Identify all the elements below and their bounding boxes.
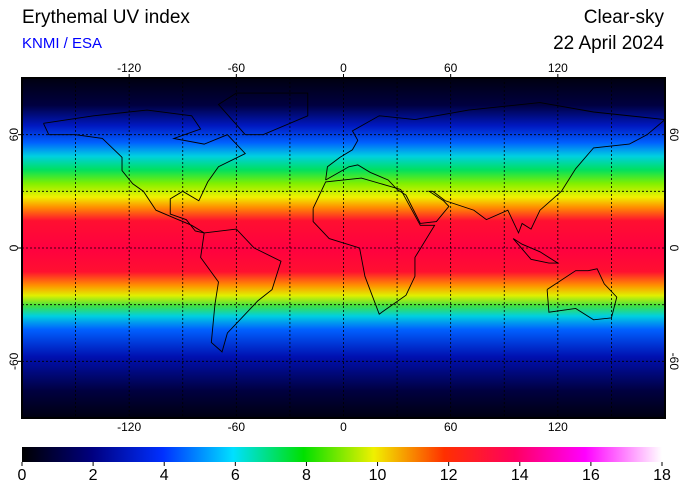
lat-tick-label-left: 0 bbox=[7, 244, 21, 251]
lon-tick-label-top: 0 bbox=[340, 61, 347, 75]
lat-tick-label-left: -60 bbox=[7, 352, 21, 370]
colorbar-tick-label: 0 bbox=[18, 467, 27, 484]
lon-tick-label-top: 60 bbox=[444, 61, 458, 75]
lat-tick-label-right: 0 bbox=[667, 245, 681, 252]
lon-tick-label-bottom: -60 bbox=[228, 420, 246, 434]
coastline bbox=[546, 268, 618, 321]
coastline bbox=[312, 177, 436, 315]
colorbar-tick-label: 10 bbox=[369, 467, 387, 484]
colorbar-tick-label: 8 bbox=[302, 467, 311, 484]
colorbar-tick-label: 16 bbox=[582, 467, 600, 484]
colorbar-tick-label: 12 bbox=[440, 467, 458, 484]
source: KNMI / ESA bbox=[22, 35, 102, 52]
lon-tick-label-bottom: 120 bbox=[548, 420, 568, 434]
colorbar-tick-label: 18 bbox=[653, 467, 671, 484]
lat-tick-label-right: -60 bbox=[667, 353, 681, 371]
lon-tick-label-top: 120 bbox=[548, 61, 568, 75]
lat-tick-label-left: 60 bbox=[7, 128, 21, 142]
colorbar-tick-label: 6 bbox=[231, 467, 240, 484]
date: 22 April 2024 bbox=[553, 33, 664, 54]
lon-tick-label-top: -120 bbox=[117, 61, 141, 75]
colorbar bbox=[22, 447, 662, 462]
lon-tick-label-bottom: 60 bbox=[444, 420, 458, 434]
colorbar-tick-label: 14 bbox=[511, 467, 529, 484]
lon-tick-label-bottom: 0 bbox=[340, 420, 347, 434]
coastline bbox=[200, 228, 282, 353]
condition: Clear-sky bbox=[584, 7, 665, 28]
coastline bbox=[325, 102, 667, 235]
graticule bbox=[22, 78, 665, 418]
colorbar-tick-label: 4 bbox=[160, 467, 169, 484]
lat-tick-label-right: 60 bbox=[667, 128, 681, 142]
lon-tick-label-bottom: -120 bbox=[117, 420, 141, 434]
title: Erythemal UV index bbox=[22, 7, 190, 28]
colorbar-tick-label: 2 bbox=[89, 467, 98, 484]
lon-tick-label-top: -60 bbox=[228, 61, 246, 75]
